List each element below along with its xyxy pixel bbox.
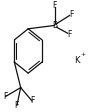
Text: F: F (52, 1, 57, 10)
Text: F: F (69, 10, 74, 19)
Text: F: F (3, 92, 8, 101)
Text: B: B (52, 21, 57, 30)
Text: F: F (67, 30, 72, 39)
Text: +: + (80, 52, 85, 57)
Text: K: K (74, 56, 80, 65)
Text: F: F (30, 96, 34, 105)
Text: F: F (15, 101, 19, 110)
